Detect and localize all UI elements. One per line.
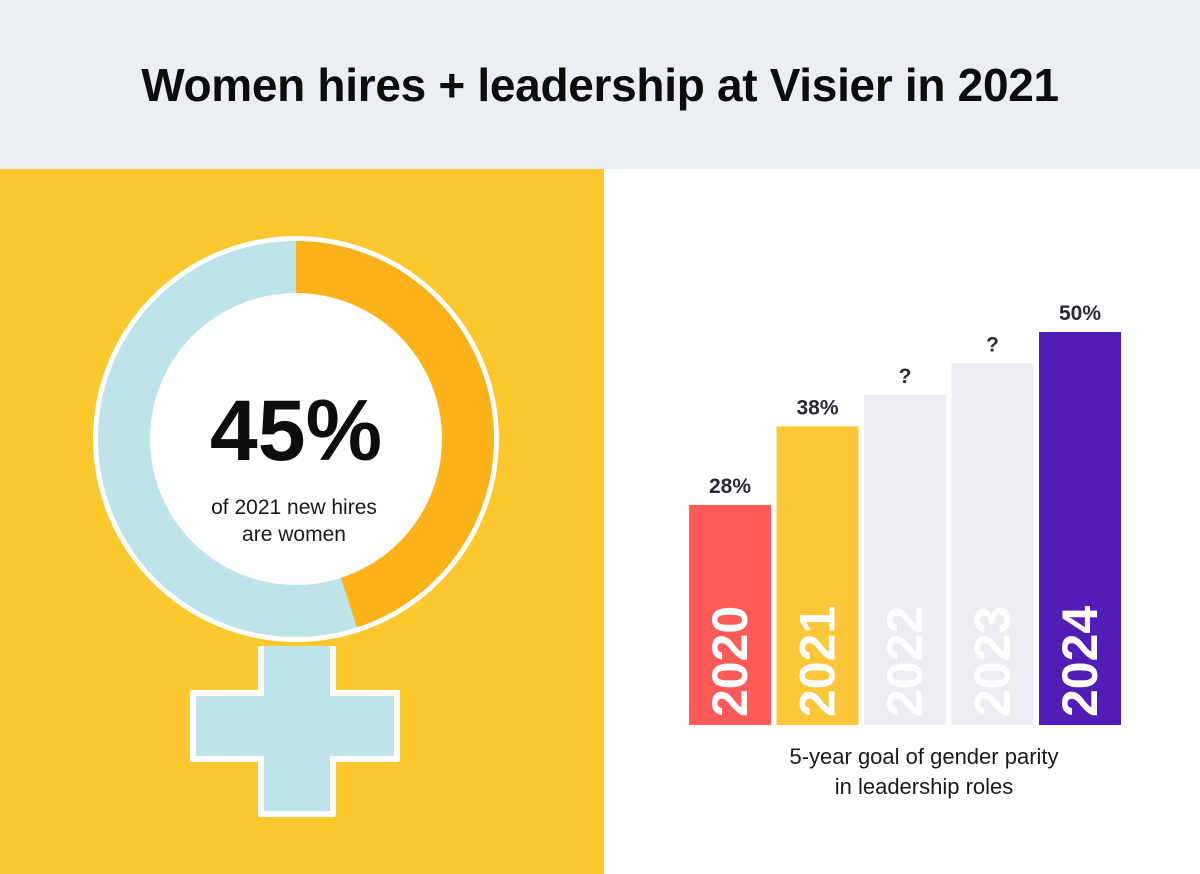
year-label-2020: 2020 xyxy=(702,606,758,717)
hires-caption-line2: are women xyxy=(242,523,346,546)
bar-2022 xyxy=(864,394,946,725)
bar-2020 xyxy=(689,504,771,725)
page-title: Women hires + leadership at Visier in 20… xyxy=(141,58,1059,111)
bar-2023 xyxy=(951,363,1034,725)
hires-percent: 45% xyxy=(210,383,382,479)
header-banner: Women hires + leadership at Visier in 20… xyxy=(0,0,1200,169)
value-label-2024: 50% xyxy=(1059,302,1101,325)
female-symbol-bar xyxy=(196,696,394,756)
value-label-2023: ? xyxy=(986,333,999,356)
leadership-bar-chart: 28% 2020 38% 2021? 2022? 2023 50% 2024 xyxy=(689,302,1121,725)
new-hires-panel: 45% of 2021 new hires are women xyxy=(0,169,604,874)
hires-caption-line1: of 2021 new hires xyxy=(211,496,377,519)
bar-2021 xyxy=(776,426,859,725)
value-label-2020: 28% xyxy=(709,475,751,498)
ring-progress xyxy=(98,241,494,637)
value-label-2022: ? xyxy=(899,365,912,388)
value-label-2021: 38% xyxy=(796,396,838,419)
chart-caption: 5-year goal of gender parity in leadersh… xyxy=(704,742,1144,802)
leadership-chart-panel: 28% 2020 38% 2021? 2022? 2023 50% 2024 5-year g… xyxy=(604,169,1200,874)
year-label-2024: 2024 xyxy=(1052,606,1108,717)
female-symbol-graphic: 45% of 2021 new hires are women xyxy=(93,236,499,817)
chart-caption-line2: in leadership roles xyxy=(834,774,1014,799)
year-label-2023: 2023 xyxy=(965,606,1021,717)
year-label-2021: 2021 xyxy=(790,606,846,717)
ring-inner xyxy=(151,294,441,584)
chart-caption-line1: 5-year goal of gender parity xyxy=(789,744,1059,769)
bar-2024 xyxy=(1039,332,1121,725)
year-label-2022: 2022 xyxy=(877,606,933,717)
